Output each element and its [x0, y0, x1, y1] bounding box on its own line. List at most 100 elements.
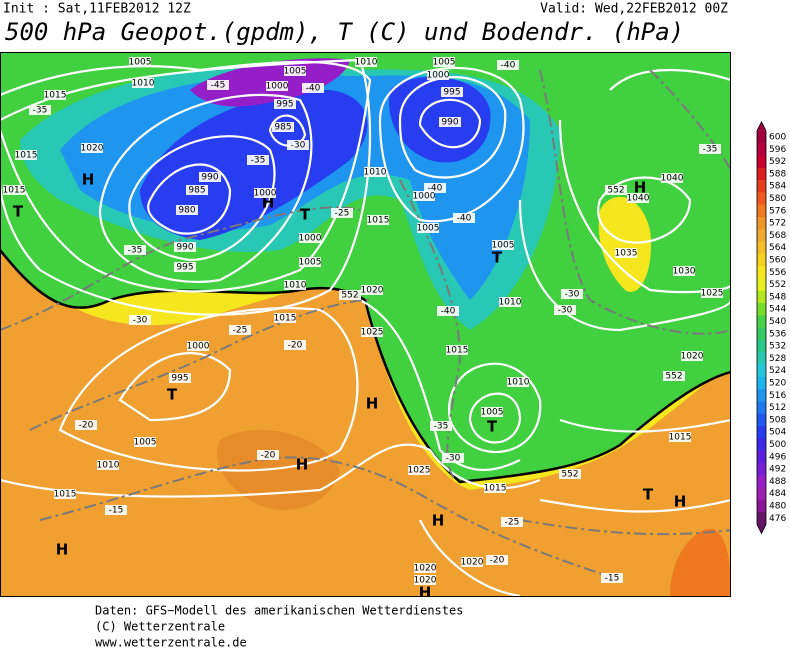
label-box: [501, 517, 523, 527]
colorbar-label: 500: [769, 440, 786, 450]
pressure-center: H: [634, 179, 647, 197]
label-box: [129, 315, 151, 325]
contour-label: 1015: [274, 314, 297, 324]
contour-label: 1005: [284, 67, 307, 77]
contour-label: 1040: [661, 174, 684, 184]
label-box: [364, 167, 386, 177]
colorbar-label: 576: [769, 206, 786, 216]
colorbar-band: [757, 364, 766, 378]
isobar: [559, 418, 730, 433]
colorbar-label: 516: [769, 391, 786, 401]
isobar: [58, 307, 359, 472]
label-box: [367, 215, 389, 225]
label-box: [414, 575, 436, 585]
pressure-center: H: [296, 456, 309, 474]
contour-label: -15: [109, 506, 124, 516]
pressure-center: H: [56, 541, 69, 559]
contour-label: 1000: [299, 234, 322, 244]
colorbar-band: [757, 401, 766, 415]
label-box: [274, 99, 296, 109]
label-box: [681, 351, 703, 361]
contour-label: -40: [501, 61, 516, 71]
label-box: [701, 288, 723, 298]
contour-label: -35: [434, 422, 449, 432]
contour-label: 1010: [284, 281, 307, 291]
contour-label: 1005: [299, 258, 322, 268]
pressure-center: T: [643, 486, 654, 504]
map-frame: [0, 52, 731, 597]
contour-label: -45: [211, 81, 226, 91]
contour-label: -30: [291, 141, 306, 151]
isobar: [418, 98, 482, 149]
colorbar-label: 504: [769, 428, 786, 438]
label-box: [442, 453, 464, 463]
label-box: [97, 460, 119, 470]
contour-label: -35: [251, 156, 266, 166]
colorbar-band: [757, 229, 766, 242]
contour-label: 1005: [417, 224, 440, 234]
pressure-center: H: [82, 171, 95, 189]
colorbar-band: [757, 315, 766, 328]
contour-label: 1015: [15, 151, 38, 161]
colorbar-label: 508: [769, 415, 786, 425]
contour-label: 995: [171, 374, 188, 384]
colorbar-band: [757, 426, 766, 439]
label-box: [284, 340, 306, 350]
contour-label: 1005: [129, 58, 152, 68]
contour-label: 1005: [481, 408, 504, 418]
isobar: [128, 135, 276, 262]
contour-label: 1000: [413, 192, 436, 202]
contour-label: 1000: [266, 82, 289, 92]
label-box: [417, 223, 439, 233]
colorbar-band: [757, 216, 766, 230]
contour-label: 1000: [187, 342, 210, 352]
label-box: [105, 505, 127, 515]
isotherm: [649, 69, 730, 171]
colorbar-band: [757, 462, 766, 476]
colorbar-band: [757, 266, 766, 279]
label-box: [199, 172, 221, 182]
colorbar-label: 548: [769, 292, 786, 302]
label-box: [3, 185, 25, 195]
label-box: [266, 81, 288, 91]
colorbar-band: [757, 130, 766, 144]
contour-label: 1020: [414, 576, 437, 586]
pressure-center: H: [432, 512, 445, 530]
isobar: [359, 299, 521, 472]
colorbar-band: [757, 413, 766, 427]
pressure-center: T: [13, 203, 24, 221]
contour-label: -20: [490, 556, 505, 566]
colorbar-band: [757, 450, 766, 464]
label-box: [507, 377, 529, 387]
label-box: [481, 407, 503, 417]
footer-line: Daten: GFS−Modell des amerikanischen Wet…: [95, 604, 463, 618]
label-box: [413, 191, 435, 201]
colorbar-band: [757, 487, 766, 501]
isobar: [268, 114, 307, 147]
colorbar-label: 600: [769, 133, 786, 143]
label-box: [284, 66, 306, 76]
label-box: [134, 437, 156, 447]
colorbar-band: [757, 204, 766, 218]
label-box: [54, 489, 76, 499]
label-box: [186, 185, 208, 195]
colorbar-label: 568: [769, 231, 786, 241]
contour-label: -25: [335, 209, 350, 219]
label-box: [433, 57, 455, 67]
contour-label: 552: [607, 186, 624, 196]
isobar: [1, 58, 372, 316]
isobar: [419, 519, 521, 596]
label-box: [484, 483, 506, 493]
colorbar-band: [757, 376, 766, 390]
label-box: [44, 90, 66, 100]
isobar: [118, 352, 232, 422]
valid-time: Valid: Wed,22FEB2012 00Z: [540, 2, 728, 17]
label-box: [229, 325, 251, 335]
label-box: [29, 105, 51, 115]
colorbar-label: 564: [769, 243, 786, 253]
colorbar-label: 540: [769, 317, 786, 327]
label-box: [437, 306, 459, 316]
label-box: [331, 208, 353, 218]
contour-label: 1020: [414, 564, 437, 574]
